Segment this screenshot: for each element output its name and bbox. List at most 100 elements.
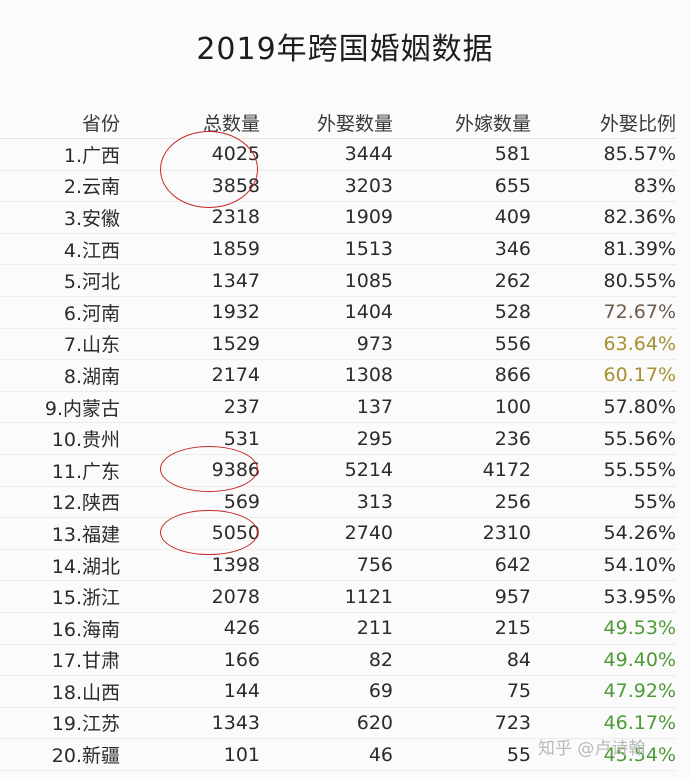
page-title: 2019年跨国婚姻数据 [196,32,494,67]
province-cell: 10.贵州 [0,422,120,455]
foreign-wife-cell: 756 [260,549,393,582]
province-cell: 9.内蒙古 [0,391,120,424]
foreign-wife-cell: 1909 [260,201,393,234]
table-row: 16.海南 426 211 215 49.53% [0,612,676,645]
total-cell: 144 [120,675,260,708]
table-row: 11.广东 9386 5214 4172 55.55% [0,454,676,487]
foreign-wife-cell: 3203 [260,170,393,203]
ratio-cell: 80.55% [531,264,676,297]
total-cell: 1859 [120,233,260,266]
header-row: 省份 总数量 外娶数量 外嫁数量 外娶比例 [0,106,676,139]
total-cell: 1347 [120,264,260,297]
marriage-data-table: 省份 总数量 外娶数量 外嫁数量 外娶比例 1.广西 4025 3444 581 85.… [0,106,676,778]
table-row: 6.河南 1932 1404 528 72.67% [0,296,676,329]
foreign-husband-cell: 866 [393,770,531,778]
ratio-cell: 49.53% [531,612,676,645]
table-body: 1.广西 4025 3444 581 85.57% 2.云南 3858 3203 655 83% 3… [0,138,676,778]
foreign-husband-cell: 75 [393,675,531,708]
total-cell: 2078 [120,580,260,613]
ratio-cell: 55% [531,486,676,519]
province-cell: 6.河南 [0,296,120,329]
province-cell: 11.广东 [0,454,120,487]
ratio-cell: 49.40% [531,644,676,677]
ratio-cell: 55.55% [531,454,676,487]
table-row: 14.湖北 1398 756 642 54.10% [0,549,676,582]
ratio-cell: 63.64% [531,328,676,361]
foreign-husband-cell: 100 [393,391,531,424]
table-row: 4.江西 1859 1513 346 81.39% [0,233,676,266]
foreign-wife-cell: 1404 [260,296,393,329]
header-foreign-husband: 外嫁数量 [393,106,531,139]
table-row: 12.陕西 569 313 256 55% [0,486,676,519]
ratio-cell: 45.54% [531,738,676,771]
table-row: 2.云南 3858 3203 655 83% [0,170,676,203]
ratio-cell [531,770,676,778]
table-row: 18.山西 144 69 75 47.92% [0,675,676,708]
foreign-husband-cell: 581 [393,138,531,171]
highlight-circle [160,130,258,208]
total-cell: 2318 [120,201,260,234]
foreign-husband-cell: 957 [393,580,531,613]
foreign-wife-cell: 46 [260,738,393,771]
foreign-husband-cell: 528 [393,296,531,329]
total-cell: 2174 [120,359,260,392]
province-cell: 15.浙江 [0,580,120,613]
ratio-cell: 54.10% [531,549,676,582]
total-cell: 1932 [120,296,260,329]
ratio-cell: 57.80% [531,391,676,424]
foreign-wife-cell: 1308 [260,359,393,392]
foreign-wife-cell: 2740 [260,517,393,550]
foreign-husband-cell: 215 [393,612,531,645]
table-row: 1.广西 4025 3444 581 85.57% [0,138,676,171]
foreign-wife-cell: 723 [260,770,393,778]
ratio-cell: 81.39% [531,233,676,266]
province-cell: 5.河北 [0,264,120,297]
foreign-husband-cell: 556 [393,328,531,361]
ratio-cell: 60.17% [531,359,676,392]
total-cell: 1529 [120,328,260,361]
table-row: 10.贵州 531 295 236 55.56% [0,422,676,455]
ratio-cell: 47.92% [531,675,676,708]
foreign-wife-cell: 3444 [260,138,393,171]
table-row: 21.四川1589723866 [0,770,676,778]
highlight-circle [160,509,258,556]
foreign-husband-cell: 655 [393,170,531,203]
foreign-wife-cell: 1085 [260,264,393,297]
total-cell: 426 [120,612,260,645]
foreign-husband-cell: 866 [393,359,531,392]
foreign-wife-cell: 313 [260,486,393,519]
table-row: 20.新疆 101 46 55 45.54% [0,738,676,771]
table-row: 7.山东 1529 973 556 63.64% [0,328,676,361]
total-cell: 1343 [120,707,260,740]
province-cell: 12.陕西 [0,486,120,519]
header-province: 省份 [0,106,120,139]
province-cell: 21.四川 [0,770,120,778]
total-cell: 166 [120,644,260,677]
province-cell: 7.山东 [0,328,120,361]
foreign-husband-cell: 2310 [393,517,531,550]
foreign-husband-cell: 409 [393,201,531,234]
province-cell: 4.江西 [0,233,120,266]
total-cell: 101 [120,738,260,771]
table-row: 13.福建 5050 2740 2310 54.26% [0,517,676,550]
table-row: 9.内蒙古 237 137 100 57.80% [0,391,676,424]
foreign-husband-cell: 4172 [393,454,531,487]
table-row: 17.甘肃 166 82 84 49.40% [0,644,676,677]
total-cell: 1589 [120,770,260,778]
table-row: 5.河北 1347 1085 262 80.55% [0,264,676,297]
foreign-husband-cell: 642 [393,549,531,582]
foreign-wife-cell: 295 [260,422,393,455]
foreign-husband-cell: 236 [393,422,531,455]
table-row: 19.江苏 1343 620 723 46.17% [0,707,676,740]
foreign-wife-cell: 82 [260,644,393,677]
province-cell: 17.甘肃 [0,644,120,677]
table-row: 8.湖南 2174 1308 866 60.17% [0,359,676,392]
ratio-cell: 46.17% [531,707,676,740]
province-cell: 1.广西 [0,138,120,171]
ratio-cell: 53.95% [531,580,676,613]
foreign-wife-cell: 69 [260,675,393,708]
total-cell: 1398 [120,549,260,582]
table-row: 15.浙江 2078 1121 957 53.95% [0,580,676,613]
ratio-cell: 55.56% [531,422,676,455]
